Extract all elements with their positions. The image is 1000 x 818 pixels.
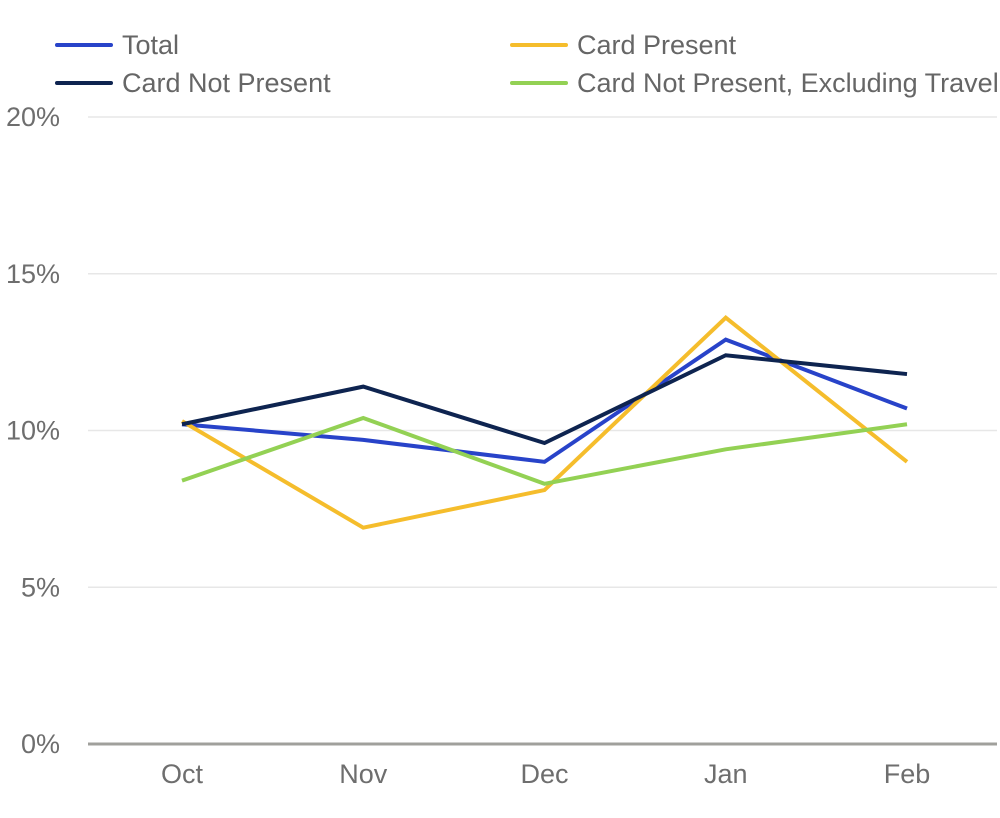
y-axis-label: 10% bbox=[6, 416, 60, 446]
legend-swatch-total bbox=[55, 43, 113, 47]
series-line-card-not-present bbox=[181, 353, 908, 446]
series-line-card-present bbox=[180, 314, 909, 530]
legend-swatch-card-not-present bbox=[55, 81, 113, 85]
legend-label-cnp-excluding-travel: Card Not Present, Excluding Travel bbox=[577, 68, 999, 98]
legend-label-card-present: Card Present bbox=[577, 30, 737, 60]
y-axis-label: 15% bbox=[6, 259, 60, 289]
legend-item-cnp-excluding-travel: Card Not Present, Excluding Travel bbox=[510, 68, 999, 98]
x-axis-label: Feb bbox=[884, 759, 931, 789]
x-axis-label: Dec bbox=[520, 759, 568, 789]
series-line-card-not-present-excluding-travel bbox=[181, 415, 908, 486]
x-axis-label: Oct bbox=[161, 759, 204, 789]
legend-item-total: Total bbox=[55, 30, 179, 60]
legend-label-card-not-present: Card Not Present bbox=[122, 68, 331, 98]
legend-label-total: Total bbox=[122, 30, 180, 60]
x-axis-label: Jan bbox=[704, 759, 748, 789]
y-axis-label: 20% bbox=[6, 102, 60, 132]
legend-swatch-card-present bbox=[510, 43, 568, 47]
legend-swatch-cnp-excluding-travel bbox=[510, 81, 568, 85]
y-axis-label: 5% bbox=[21, 572, 60, 602]
x-axis-label: Nov bbox=[339, 759, 388, 789]
legend-item-card-present: Card Present bbox=[510, 30, 736, 60]
legend-item-card-not-present: Card Not Present bbox=[55, 68, 331, 98]
y-axis-label: 0% bbox=[21, 729, 60, 759]
